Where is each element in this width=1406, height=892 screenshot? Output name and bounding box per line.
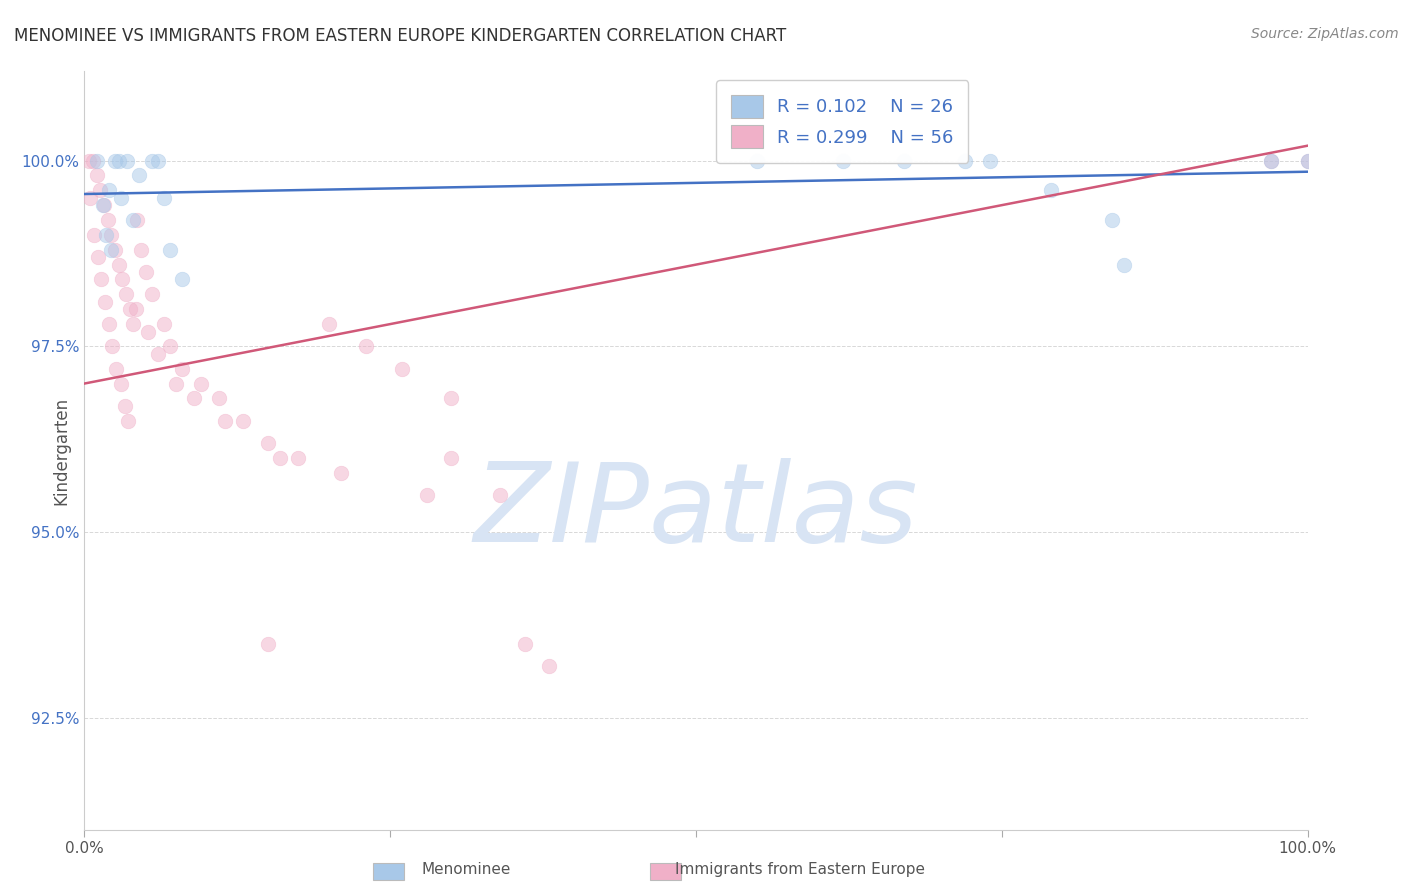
Point: [747, 153, 769, 168]
Point: [257, 637, 280, 651]
Point: [354, 339, 377, 353]
Point: [391, 361, 413, 376]
Point: [232, 414, 254, 428]
Point: [153, 317, 176, 331]
Point: [122, 213, 145, 227]
Point: [97, 213, 120, 227]
Point: [190, 376, 212, 391]
Text: Immigrants from Eastern Europe: Immigrants from Eastern Europe: [675, 863, 925, 877]
Point: [82, 153, 104, 168]
Point: [115, 153, 138, 168]
Point: [87, 250, 110, 264]
Text: Menominee: Menominee: [422, 863, 512, 877]
Point: [1101, 213, 1123, 227]
Point: [141, 287, 163, 301]
Point: [101, 339, 124, 353]
Point: [153, 191, 176, 205]
Point: [125, 213, 148, 227]
Point: [893, 153, 915, 168]
Point: [538, 659, 561, 673]
Point: [129, 243, 152, 257]
Point: [107, 258, 129, 272]
Point: [90, 272, 112, 286]
Point: [1296, 153, 1319, 168]
Point: [1296, 153, 1319, 168]
Point: [114, 399, 136, 413]
Point: [136, 325, 159, 339]
Point: [115, 287, 138, 301]
Point: [208, 392, 231, 406]
Point: [159, 339, 181, 353]
Point: [79, 191, 101, 205]
Point: [110, 191, 132, 205]
Point: [269, 450, 291, 465]
Text: MENOMINEE VS IMMIGRANTS FROM EASTERN EUROPE KINDERGARTEN CORRELATION CHART: MENOMINEE VS IMMIGRANTS FROM EASTERN EUR…: [14, 27, 786, 45]
Point: [172, 361, 194, 376]
Point: [128, 169, 150, 183]
Point: [1039, 183, 1062, 197]
Point: [96, 227, 118, 242]
Point: [111, 272, 134, 286]
Point: [1114, 258, 1136, 272]
Point: [97, 317, 120, 331]
Point: [93, 198, 115, 212]
Point: [100, 243, 122, 257]
Point: [440, 392, 463, 406]
Point: [146, 347, 169, 361]
Point: [257, 436, 280, 450]
Point: [118, 302, 141, 317]
Point: [141, 153, 163, 168]
Point: [165, 376, 187, 391]
Y-axis label: Kindergarten: Kindergarten: [52, 396, 70, 505]
Point: [159, 243, 181, 257]
Point: [953, 153, 976, 168]
Point: [183, 392, 205, 406]
Point: [104, 153, 127, 168]
Point: [979, 153, 1001, 168]
Point: [97, 183, 120, 197]
Point: [831, 153, 853, 168]
Legend: R = 0.102    N = 26, R = 0.299    N = 56: R = 0.102 N = 26, R = 0.299 N = 56: [716, 80, 969, 163]
Point: [110, 376, 132, 391]
Point: [107, 153, 129, 168]
Point: [86, 169, 108, 183]
Point: [122, 317, 145, 331]
Point: [77, 153, 100, 168]
Point: [1260, 153, 1282, 168]
Point: [146, 153, 169, 168]
Point: [489, 488, 512, 502]
Point: [330, 466, 353, 480]
Point: [125, 302, 148, 317]
Point: [83, 227, 105, 242]
Point: [89, 183, 111, 197]
Point: [513, 637, 536, 651]
Point: [214, 414, 236, 428]
Point: [91, 198, 114, 212]
Point: [416, 488, 439, 502]
Point: [94, 294, 117, 309]
Point: [287, 450, 309, 465]
Point: [104, 243, 127, 257]
Point: [135, 265, 157, 279]
Point: [318, 317, 340, 331]
Text: Source: ZipAtlas.com: Source: ZipAtlas.com: [1251, 27, 1399, 41]
Text: ZIPatlas: ZIPatlas: [474, 458, 918, 565]
Point: [172, 272, 194, 286]
Point: [100, 227, 122, 242]
Point: [86, 153, 108, 168]
Point: [440, 450, 463, 465]
Point: [1260, 153, 1282, 168]
Point: [105, 361, 128, 376]
Point: [117, 414, 139, 428]
